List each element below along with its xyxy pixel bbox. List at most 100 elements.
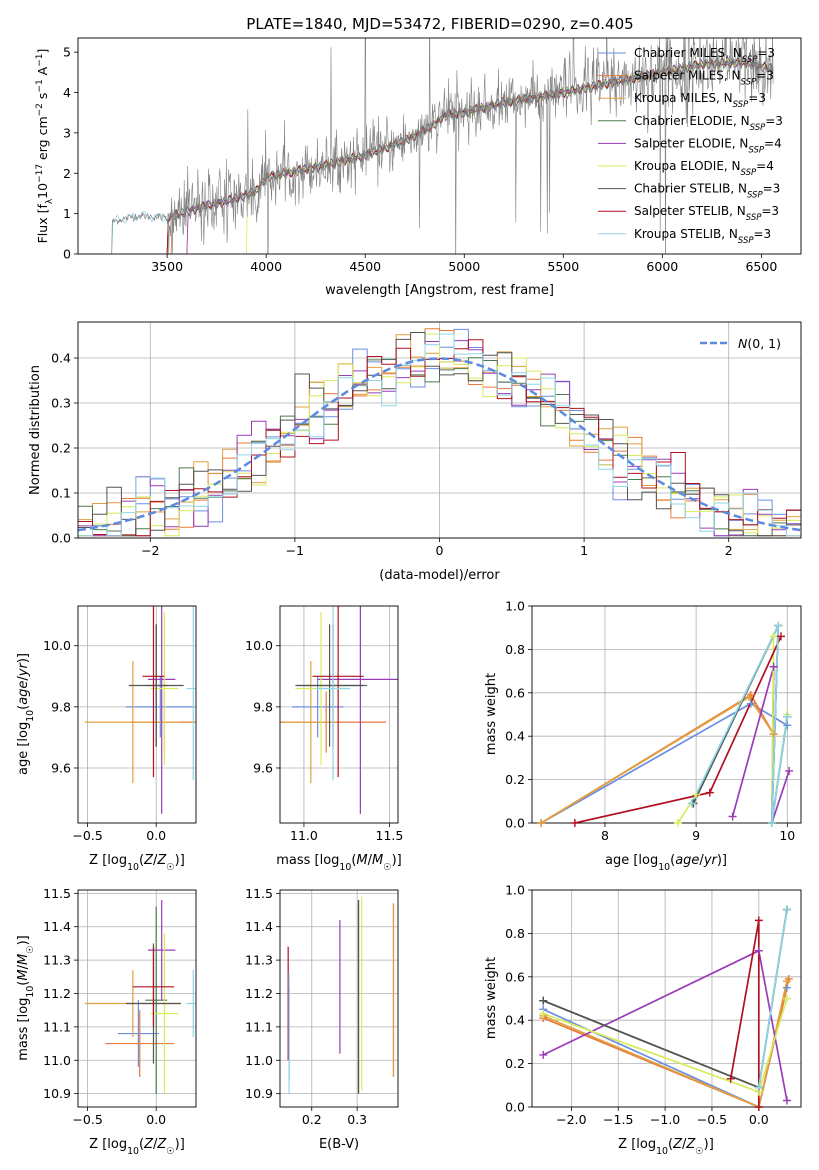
x-tick-label: 11.5 xyxy=(376,828,404,843)
mass-weight-vs-metallicity-plot-area xyxy=(542,909,790,1107)
data-point-marker xyxy=(539,996,548,1005)
series-line xyxy=(574,636,782,823)
x-tick-label: 5500 xyxy=(547,259,579,274)
data-point-marker xyxy=(785,766,794,775)
y-tick-label: 11.3 xyxy=(43,953,71,968)
x-axis-label: Z [log10(Z/Z☉)] xyxy=(618,1137,714,1157)
x-tick-label: 4000 xyxy=(250,259,282,274)
x-tick-label: 3500 xyxy=(151,259,183,274)
axes-frame xyxy=(279,889,399,1108)
age-vs-mass-axes: 11.0 11.5 9.6 9.8 10.0 xyxy=(245,605,404,843)
axes-frame xyxy=(531,889,802,1108)
residual-histogram-plot-area xyxy=(78,328,801,537)
x-tick-label: 0.3 xyxy=(347,1112,367,1127)
x-tick-label: 11.0 xyxy=(290,828,318,843)
y-tick-label: 1 xyxy=(63,206,71,221)
model-spectrum-line xyxy=(111,56,773,254)
series-line xyxy=(540,702,788,823)
spectrum-legend: Chabrier MILES, NSSP=3 Salpeter MILES, NS… xyxy=(598,46,783,246)
data-point-marker xyxy=(692,790,701,799)
legend-label: Chabrier MILES, NSSP=3 xyxy=(634,46,775,65)
x-tick-label: −2.0 xyxy=(556,1112,586,1127)
y-axis-label: mass [log10(M/M☉)] xyxy=(16,935,36,1061)
axes-frame xyxy=(77,889,197,1108)
data-point-marker xyxy=(776,632,785,641)
y-tick-label: 0.4 xyxy=(505,729,525,744)
data-point-marker xyxy=(745,693,754,702)
residual-histogram-axes: −2 −1 0 1 2 0.0 0.1 0.2 0.3 0.4 xyxy=(51,321,802,558)
x-axis-label: Z [log10(Z/Z☉)] xyxy=(89,853,185,873)
y-tick-label: 0.0 xyxy=(505,1100,525,1115)
y-tick-label: 0.0 xyxy=(51,531,71,546)
y-tick-label: 11.2 xyxy=(245,986,273,1001)
y-axis-label: Flux [fλ10−17 erg cm−2 s−1 A−1] xyxy=(35,49,55,244)
y-tick-label: 9.6 xyxy=(253,760,273,775)
series-line xyxy=(690,625,789,823)
series-line xyxy=(757,909,788,1088)
y-tick-label: 11.1 xyxy=(245,1019,273,1034)
y-tick-label: 3 xyxy=(63,125,71,140)
histogram-step xyxy=(78,339,801,537)
x-tick-label: 1 xyxy=(580,543,588,558)
x-tick-label: −1 xyxy=(286,543,304,558)
x-axis-label: E(B-V) xyxy=(319,1137,359,1152)
y-tick-label: 0.4 xyxy=(51,351,71,366)
legend-label: N(0, 1) xyxy=(738,336,781,351)
y-tick-label: 10.9 xyxy=(43,1086,71,1101)
legend-label: Chabrier STELIB, NSSP=3 xyxy=(634,182,780,201)
y-tick-label: 11.0 xyxy=(245,1053,273,1068)
histogram-step xyxy=(78,333,801,537)
y-axis-label: age [log10(age/yr)] xyxy=(16,653,36,775)
y-axis-label: mass weight xyxy=(484,673,499,755)
x-axis-label: mass [log10(M/M☉)] xyxy=(276,853,402,873)
legend-label: Salpeter MILES, NSSP=3 xyxy=(634,69,774,88)
y-tick-label: 0.8 xyxy=(505,926,525,941)
x-tick-label: 6500 xyxy=(745,259,777,274)
data-point-marker xyxy=(782,1096,791,1105)
x-tick-label: −0.5 xyxy=(72,1112,102,1127)
x-tick-label: 0.0 xyxy=(146,1112,166,1127)
y-tick-label: 11.4 xyxy=(245,919,273,934)
y-tick-label: 0.8 xyxy=(505,642,525,657)
axes-frame xyxy=(531,605,802,824)
spectrum-axes: 3500 4000 4500 5000 5500 6000 6500 0 1 2 3 4 5 xyxy=(63,37,802,274)
y-tick-label: 11.3 xyxy=(245,953,273,968)
observed-spectrum-line xyxy=(111,38,774,254)
data-point-marker xyxy=(673,819,682,827)
x-tick-label: 0.0 xyxy=(146,828,166,843)
series-line xyxy=(542,978,790,1107)
x-tick-label: 6000 xyxy=(646,259,678,274)
y-axis-label: Normed distribution xyxy=(28,365,43,495)
x-tick-label: 8 xyxy=(601,828,609,843)
x-tick-label: −0.5 xyxy=(697,1112,727,1127)
x-tick-label: 10 xyxy=(779,828,795,843)
mass-vs-ebv-plot-area xyxy=(287,896,395,1094)
data-point-marker xyxy=(687,799,696,808)
x-tick-label: 5000 xyxy=(448,259,480,274)
y-tick-label: 2 xyxy=(63,166,71,181)
x-tick-label: −1.0 xyxy=(650,1112,680,1127)
y-tick-label: 0.4 xyxy=(505,1013,525,1028)
y-axis-label: mass weight xyxy=(484,957,499,1039)
axes-frame xyxy=(77,37,802,255)
series-line xyxy=(542,980,788,1107)
histogram-step xyxy=(78,333,801,537)
y-tick-label: 0.6 xyxy=(505,969,525,984)
legend-label: Salpeter STELIB, NSSP=3 xyxy=(634,204,779,223)
data-point-marker xyxy=(782,905,791,914)
legend-label: Chabrier ELODIE, NSSP=3 xyxy=(634,114,783,133)
figure-title: PLATE=1840, MJD=53472, FIBERID=0290, z=0… xyxy=(246,15,633,33)
y-tick-label: 0.6 xyxy=(505,685,525,700)
y-tick-label: 10.9 xyxy=(245,1086,273,1101)
data-point-marker xyxy=(746,699,755,708)
y-tick-label: 4 xyxy=(63,85,71,100)
model-spectrum-line xyxy=(186,56,774,254)
y-tick-label: 0.2 xyxy=(505,772,525,787)
data-point-marker xyxy=(705,788,714,797)
data-point-marker xyxy=(754,916,763,925)
data-point-marker xyxy=(537,819,546,827)
x-tick-label: 2 xyxy=(725,543,733,558)
y-tick-label: 0.2 xyxy=(505,1056,525,1071)
legend-label: Kroupa ELODIE, NSSP=4 xyxy=(634,159,774,178)
mass-weight-vs-metallicity-axes: −2.0 −1.5 −1.0 −0.5 0.0 0.0 0.2 0.4 0.6 0.8 1.0 xyxy=(505,883,802,1127)
